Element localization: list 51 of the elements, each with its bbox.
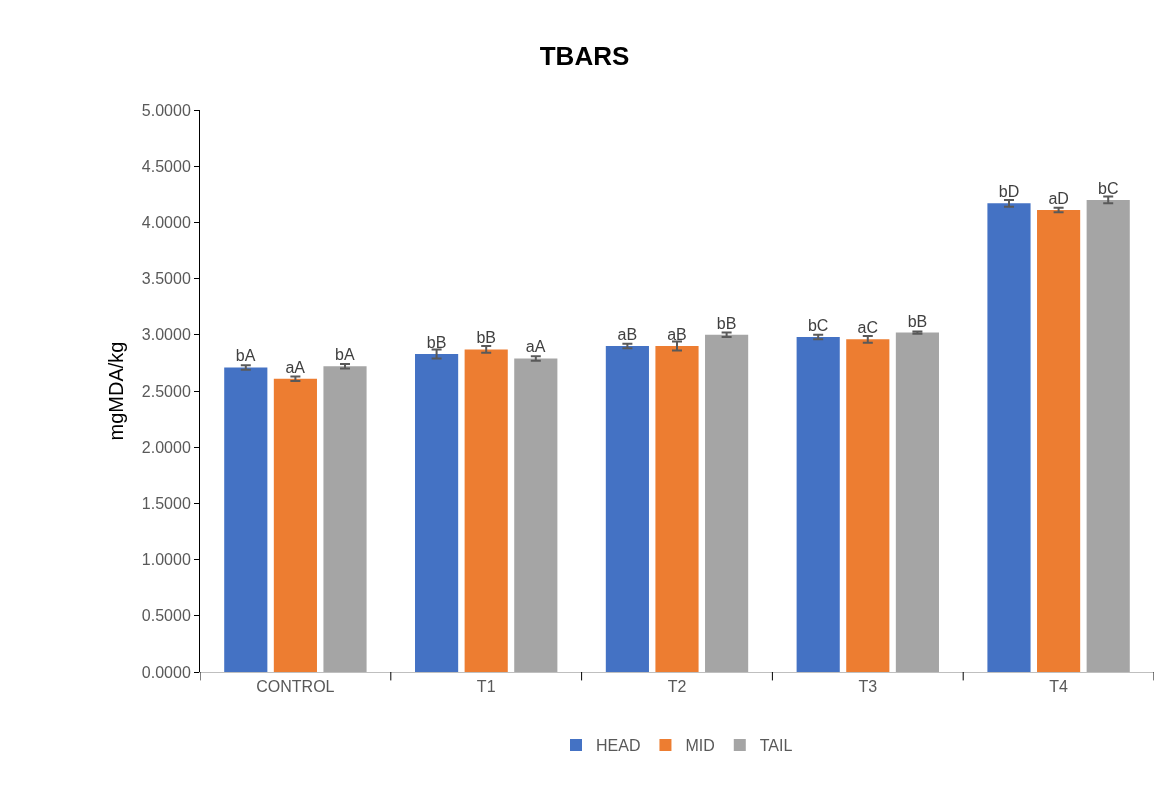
x-tick-label: T1 (476, 678, 496, 696)
bar (224, 367, 268, 672)
legend-label: MID (685, 737, 715, 755)
data-label: bA (235, 347, 256, 365)
x-tick-label: CONTROL (256, 678, 335, 696)
data-label: bB (716, 314, 737, 332)
data-label: aB (617, 326, 638, 344)
data-label: aC (857, 319, 879, 337)
data-label: bB (907, 312, 928, 330)
y-tick-label: 4.0000 (141, 214, 191, 231)
bar (323, 366, 367, 672)
x-tick-label: T3 (858, 678, 878, 696)
bar (895, 332, 939, 672)
data-label: aA (285, 358, 306, 376)
bar (464, 349, 508, 672)
bar (1037, 210, 1081, 672)
y-tick-label: 2.0000 (141, 438, 191, 456)
bar (796, 337, 840, 672)
y-tick-label: 3.5000 (141, 270, 191, 288)
data-label: bB (426, 333, 447, 351)
bar (273, 378, 317, 672)
bar (1086, 199, 1130, 672)
y-tick-label: 1.0000 (141, 551, 191, 569)
y-tick-label: 4.5000 (141, 157, 191, 175)
bar (415, 353, 459, 672)
data-label: aB (667, 326, 687, 344)
bar (705, 334, 749, 672)
y-tick-label: 1.5000 (141, 495, 191, 512)
y-tick-label: 5.0000 (141, 101, 191, 119)
bar (987, 203, 1031, 672)
y-tick-label: 0.0000 (141, 663, 191, 681)
bar (655, 346, 699, 672)
data-label: aA (525, 338, 546, 356)
bar (846, 339, 890, 672)
y-axis-title: mgMDA/kg (105, 341, 128, 441)
x-tick-label: T2 (667, 678, 687, 696)
chart-title: TBARS (539, 41, 630, 72)
y-tick-label: 0.5000 (141, 607, 191, 625)
y-tick-label: 3.0000 (141, 326, 191, 344)
legend-label: HEAD (596, 737, 641, 755)
data-label: bC (807, 317, 829, 335)
x-tick-label: T4 (1049, 678, 1069, 696)
data-label: bA (335, 346, 355, 364)
bar (605, 346, 649, 672)
y-tick-label: 2.5000 (141, 382, 191, 400)
data-label: bD (998, 183, 1020, 201)
legend-label: TAIL (759, 737, 793, 755)
bar (514, 358, 558, 672)
data-label: bC (1097, 179, 1119, 197)
data-label: aD (1048, 190, 1069, 208)
data-label: bB (476, 329, 496, 347)
